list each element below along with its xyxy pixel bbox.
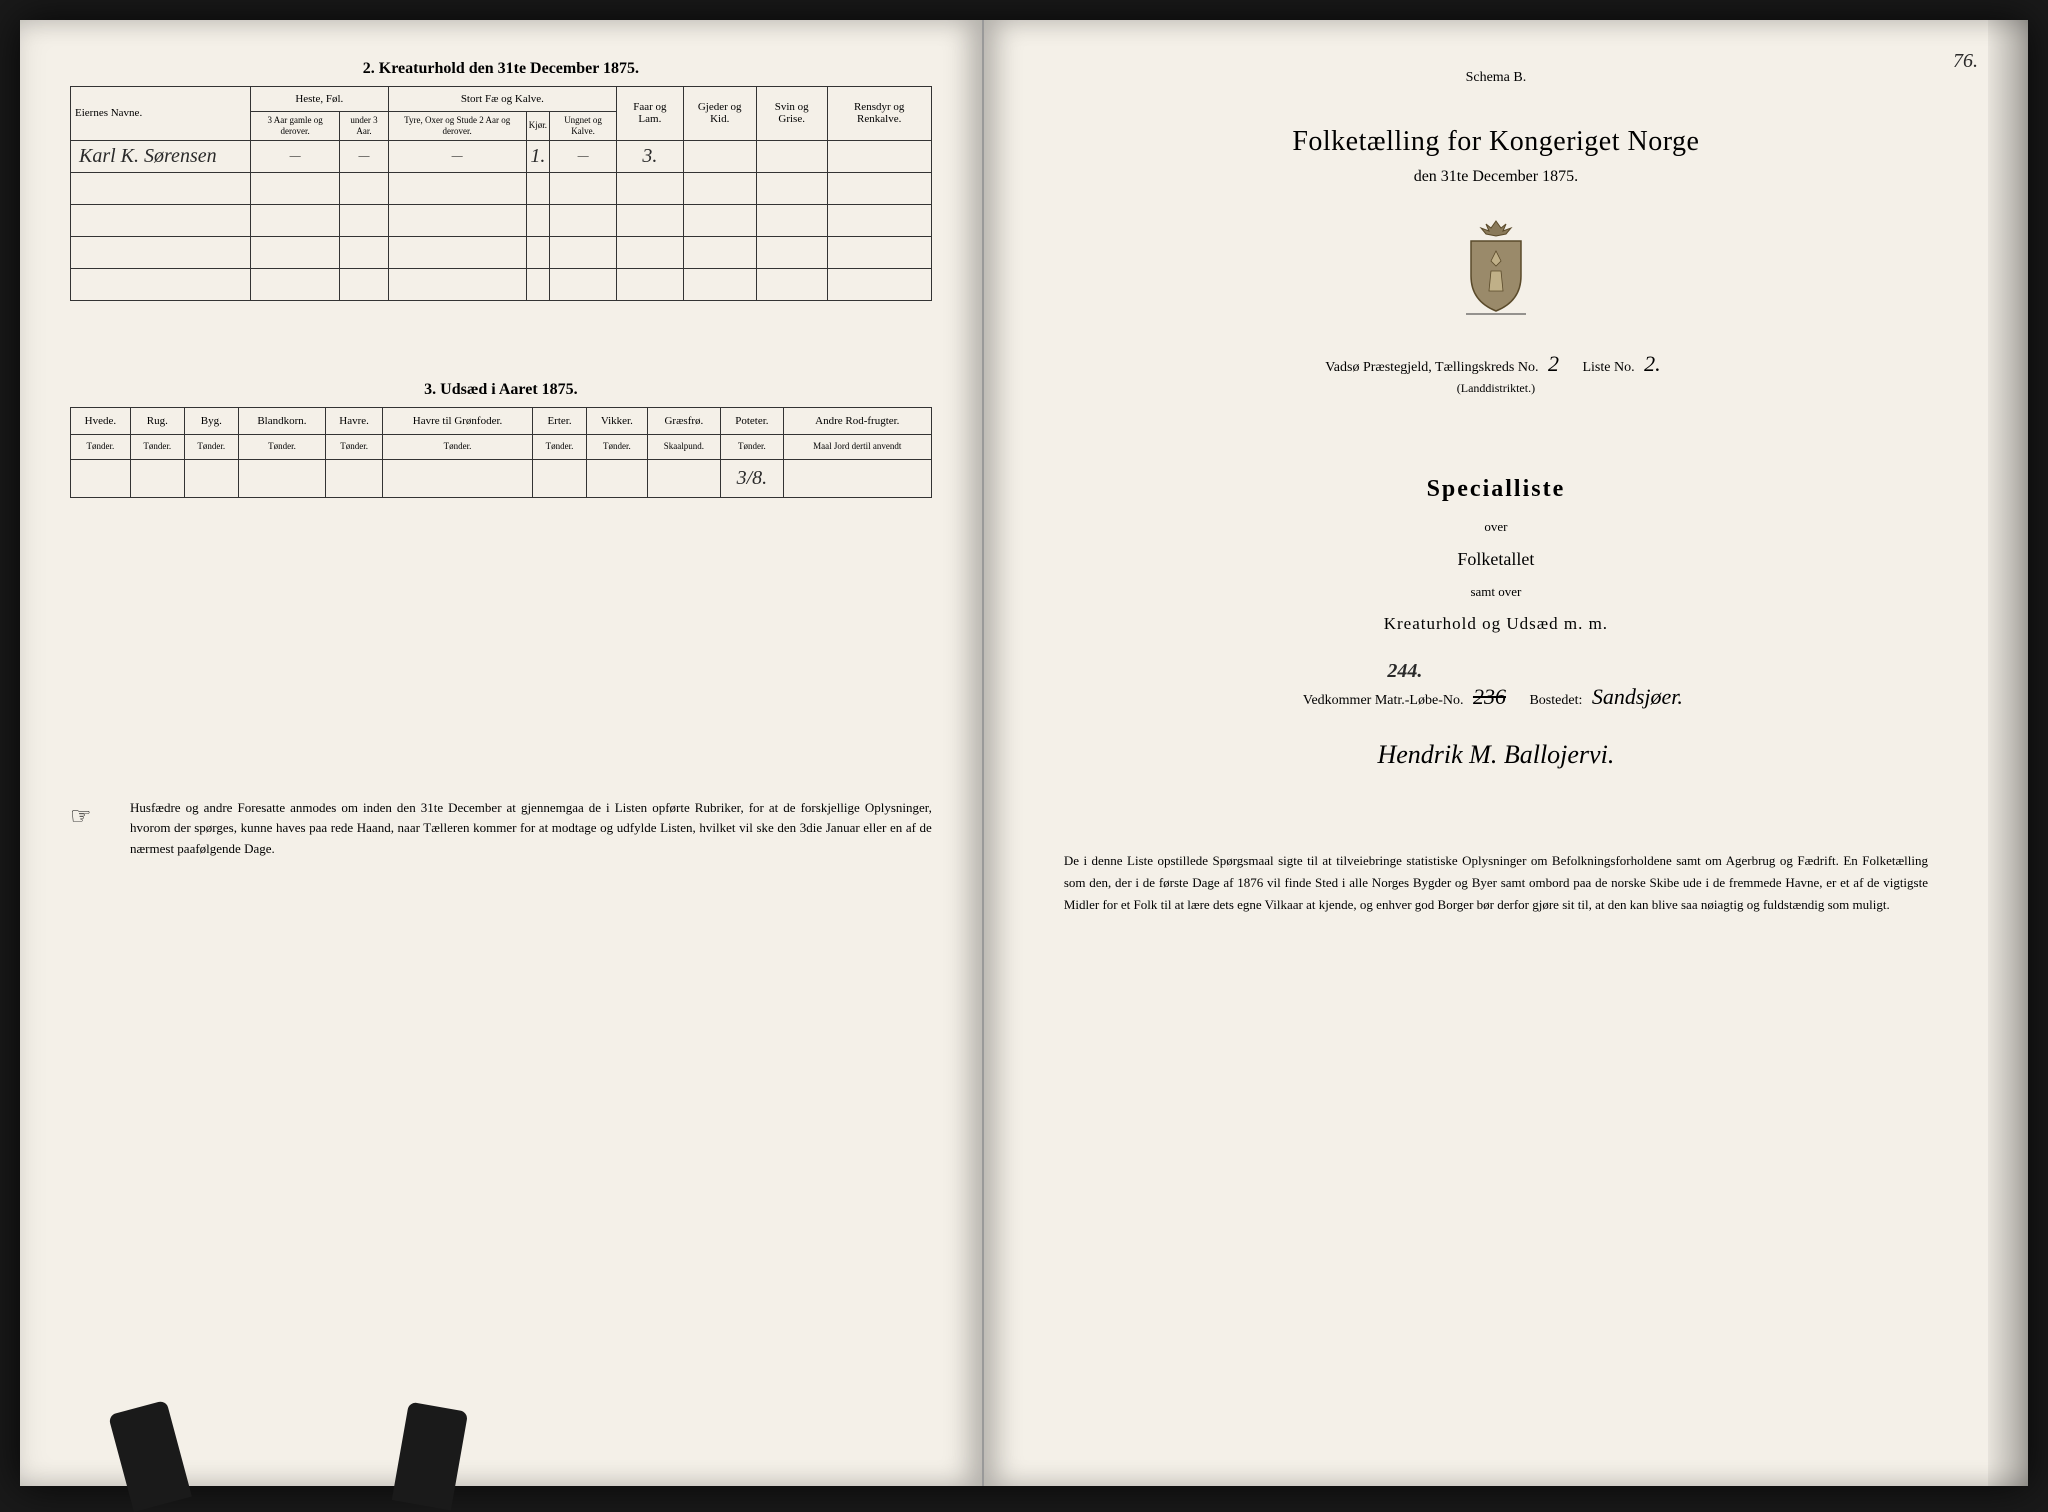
bostedet: Sandsjøer. — [1592, 684, 1683, 709]
table-row: 3/8. — [71, 459, 932, 497]
kreds-no: 2 — [1548, 351, 1559, 376]
col-poteter: Poteter. — [721, 407, 784, 434]
col-gjeder: Gjeder og Kid. — [683, 87, 756, 141]
col-havre: Havre. — [326, 407, 383, 434]
unit: Tønder. — [383, 434, 533, 459]
matr-no-above: 244. — [1387, 660, 1422, 683]
census-book-spread: 2. Kreaturhold den 31te December 1875. E… — [20, 20, 2028, 1486]
binder-clip — [108, 1400, 192, 1512]
col-owner: Eiernes Navne. — [71, 87, 251, 141]
table-row — [71, 236, 932, 268]
sub-heste2: under 3 Aar. — [340, 112, 388, 141]
matr-line: 244. Vedkommer Matr.-Løbe-No. 236 Bosted… — [1044, 684, 1948, 710]
table-row: Karl K. Sørensen — — — 1. — 3. — [71, 140, 932, 172]
unit: Tønder. — [130, 434, 184, 459]
date-line: den 31te December 1875. — [1044, 168, 1948, 186]
samt-text: samt over — [1044, 584, 1948, 600]
unit: Tønder. — [721, 434, 784, 459]
page-number: 76. — [1953, 50, 1978, 73]
unit: Tønder. — [587, 434, 648, 459]
district-sub: (Landdistriktet.) — [1044, 381, 1948, 396]
unit: Tønder. — [238, 434, 325, 459]
section2-title: 2. Kreaturhold den 31te December 1875. — [70, 60, 932, 78]
cell: — — [251, 140, 340, 172]
col-svin: Svin og Grise. — [756, 87, 827, 141]
col-hvede: Hvede. — [71, 407, 131, 434]
district-line: Vadsø Præstegjeld, Tællingskreds No. 2 L… — [1044, 351, 1948, 377]
special-title: Specialliste — [1044, 476, 1948, 503]
col-byg: Byg. — [184, 407, 238, 434]
unit: Tønder. — [326, 434, 383, 459]
table-row — [71, 172, 932, 204]
main-title: Folketælling for Kongeriget Norge — [1044, 126, 1948, 158]
seed-table: Hvede. Rug. Byg. Blandkorn. Havre. Havre… — [70, 407, 932, 498]
unit: Tønder. — [71, 434, 131, 459]
col-erter: Erter. — [533, 407, 587, 434]
unit: Tønder. — [184, 434, 238, 459]
over-text: over — [1044, 519, 1948, 535]
right-footer-text: De i denne Liste opstillede Spørgsmaal s… — [1044, 850, 1948, 916]
kjor-cell: 1. — [526, 140, 549, 172]
col-andre: Andre Rod-frugter. — [783, 407, 931, 434]
col-group-heste: Heste, Føl. — [251, 87, 389, 112]
matr-no-strike: 236 — [1473, 684, 1506, 709]
faar-cell: 3. — [617, 140, 683, 172]
schema-label: Schema B. — [1044, 70, 1948, 86]
col-rensdyr: Rensdyr og Renkalve. — [827, 87, 931, 141]
cell: — — [388, 140, 526, 172]
footer-text: Husfædre og andre Foresatte anmodes om i… — [130, 800, 932, 857]
owner-cell: Karl K. Sørensen — [71, 140, 251, 172]
poteter-cell: 3/8. — [721, 459, 784, 497]
liste-no: 2. — [1644, 351, 1661, 376]
col-vikker: Vikker. — [587, 407, 648, 434]
folketallet: Folketallet — [1044, 549, 1948, 570]
col-graesfro: Græsfrø. — [647, 407, 720, 434]
unit: Skaalpund. — [647, 434, 720, 459]
sub-stort2: Kjør. — [526, 112, 549, 141]
cell: — — [549, 140, 616, 172]
kreatur-line: Kreaturhold og Udsæd m. m. — [1044, 614, 1948, 634]
col-havre-gron: Havre til Grønfoder. — [383, 407, 533, 434]
coat-of-arms-icon — [1044, 216, 1948, 321]
cell: — — [340, 140, 388, 172]
section3-title: 3. Udsæd i Aaret 1875. — [70, 381, 932, 399]
left-footer-note: ☞ Husfædre og andre Foresatte anmodes om… — [70, 798, 932, 860]
unit: Tønder. — [533, 434, 587, 459]
cell — [756, 140, 827, 172]
signature: Hendrik M. Ballojervi. — [1044, 740, 1948, 770]
right-page: 76. Schema B. Folketælling for Kongerige… — [984, 20, 2028, 1486]
col-rug: Rug. — [130, 407, 184, 434]
cell — [683, 140, 756, 172]
col-blandkorn: Blandkorn. — [238, 407, 325, 434]
page-edge — [1988, 20, 2028, 1486]
table-row — [71, 204, 932, 236]
sub-stort1: Tyre, Oxer og Stude 2 Aar og derover. — [388, 112, 526, 141]
unit: Maal Jord dertil anvendt — [783, 434, 931, 459]
cell — [827, 140, 931, 172]
left-page: 2. Kreaturhold den 31te December 1875. E… — [20, 20, 984, 1486]
livestock-table: Eiernes Navne. Heste, Føl. Stort Fæ og K… — [70, 86, 932, 301]
col-group-stort: Stort Fæ og Kalve. — [388, 87, 617, 112]
sub-stort3: Ungnet og Kalve. — [549, 112, 616, 141]
pointing-hand-icon: ☞ — [70, 798, 92, 836]
sub-heste1: 3 Aar gamle og derover. — [251, 112, 340, 141]
binder-clip — [392, 1402, 468, 1511]
table-row — [71, 268, 932, 300]
col-faar: Faar og Lam. — [617, 87, 683, 141]
